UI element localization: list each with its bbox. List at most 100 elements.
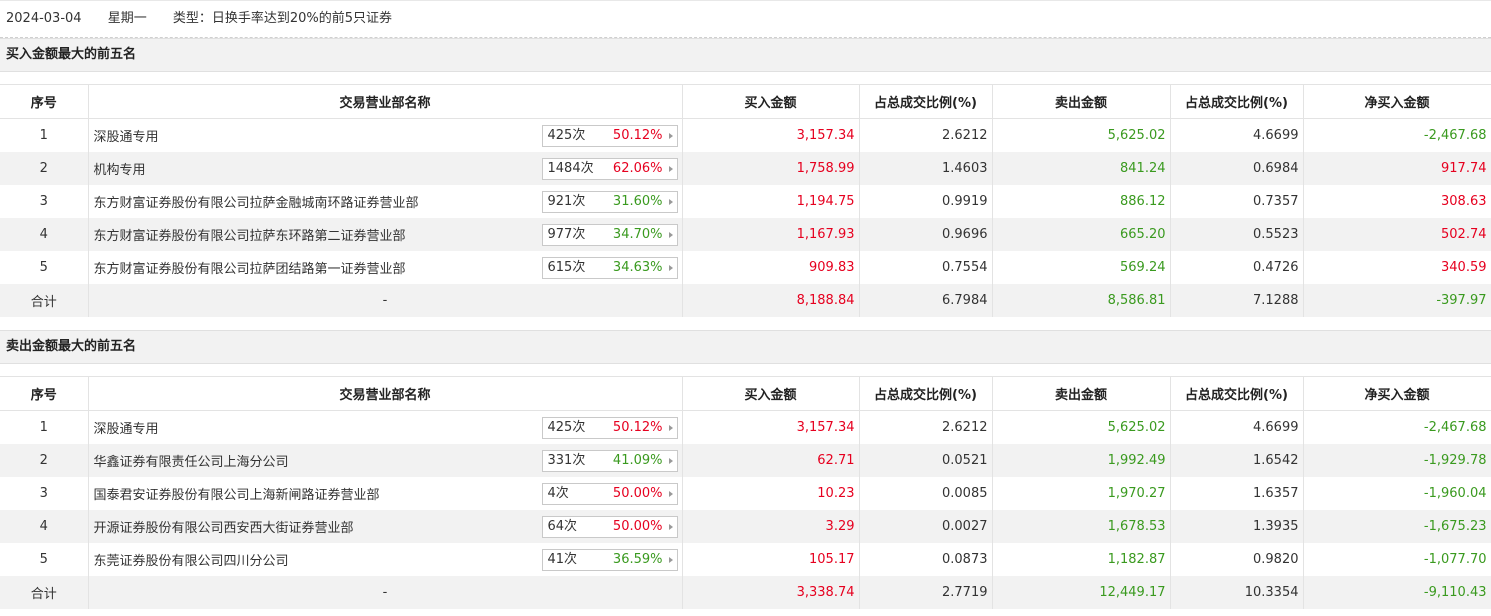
- filter-bar: 2024-03-04 星期一 类型：日换手率达到20%的前5只证券: [0, 0, 1491, 38]
- department-name-link[interactable]: 东方财富证券股份有限公司拉萨团结路第一证券营业部: [93, 261, 406, 277]
- department-cell: 机构专用 1484次 62.06%: [88, 151, 683, 185]
- buy-amount: 1,758.99: [682, 151, 860, 185]
- sell-ratio: 0.7357: [1170, 184, 1304, 218]
- buy-ratio: 2.6212: [859, 410, 993, 444]
- net-buy-amount: 340.59: [1303, 250, 1491, 284]
- sell-amount: 665.20: [992, 217, 1171, 251]
- department-name-link[interactable]: 机构专用: [93, 162, 146, 178]
- row-index: 1: [0, 118, 89, 152]
- listing-stats-badge[interactable]: 615次 34.63%: [541, 256, 678, 279]
- listing-stats-badge[interactable]: 425次 50.12%: [541, 417, 678, 439]
- department-name-link[interactable]: 华鑫证券有限责任公司上海分公司: [93, 454, 289, 470]
- buy-amount: 1,167.93: [682, 217, 860, 251]
- listing-rise-rate: 50.00%: [612, 485, 663, 501]
- sell-top5-table: 序号 交易营业部名称 买入金额 占总成交比例(%) 卖出金额 占总成交比例(%) 净买入金额…: [0, 376, 1491, 609]
- department-cell: 深股通专用 425次 50.12%: [88, 118, 683, 152]
- net-buy-amount: -1,675.23: [1303, 509, 1491, 543]
- column-header: 买入金额: [682, 84, 860, 119]
- listing-stats-badge[interactable]: 425次 50.12%: [541, 125, 678, 147]
- buy-amount: 909.83: [682, 250, 860, 284]
- department-cell: 深股通专用 425次 50.12%: [88, 410, 683, 444]
- buy-ratio: 0.9919: [859, 184, 993, 218]
- listing-count: 977次: [547, 226, 586, 242]
- listing-count: 331次: [547, 452, 586, 468]
- column-header: 占总成交比例(%): [859, 376, 993, 411]
- table-header-row: 序号 交易营业部名称 买入金额 占总成交比例(%) 卖出金额 占总成交比例(%) 净买入金额: [0, 376, 1491, 411]
- listing-count: 41次: [547, 551, 578, 567]
- buy-amount: 3,157.34: [682, 118, 860, 152]
- table-row: 5 东莞证券股份有限公司四川分公司 41次 36.59% 105.17 0.0873 1,1…: [0, 542, 1491, 576]
- department-cell: 华鑫证券有限责任公司上海分公司 331次 41.09%: [88, 443, 683, 477]
- column-header: 交易营业部名称: [88, 84, 683, 119]
- sell-amount: 841.24: [992, 151, 1171, 185]
- sell-amount: 1,678.53: [992, 509, 1171, 543]
- department-cell: 国泰君安证券股份有限公司上海新闸路证券营业部 4次 50.00%: [88, 476, 683, 510]
- listing-count: 425次: [547, 128, 586, 143]
- sell-amount: 886.12: [992, 184, 1171, 218]
- sell-ratio: 1.3935: [1170, 509, 1304, 543]
- total-sell-ratio: 7.1288: [1170, 283, 1304, 317]
- total-net-buy-amount: -397.97: [1303, 283, 1491, 317]
- listing-stats-badge[interactable]: 921次 31.60%: [541, 190, 678, 213]
- department-name-link[interactable]: 深股通专用: [93, 421, 159, 437]
- table-row: 4 开源证券股份有限公司西安西大街证券营业部 64次 50.00% 3.29 0.0027…: [0, 509, 1491, 543]
- buy-ratio: 0.7554: [859, 250, 993, 284]
- listing-stats-badge[interactable]: 41次 36.59%: [541, 548, 678, 571]
- caret-right-icon: [668, 133, 673, 139]
- sell-ratio: 0.6984: [1170, 151, 1304, 185]
- caret-right-icon: [668, 523, 673, 530]
- sell-ratio: 1.6357: [1170, 476, 1304, 510]
- listing-count: 1484次: [547, 160, 594, 176]
- sell-amount: 1,992.49: [992, 443, 1171, 477]
- buy-top5-table: 序号 交易营业部名称 买入金额 占总成交比例(%) 卖出金额 占总成交比例(%) 净买入金额…: [0, 84, 1491, 317]
- department-cell: 东方财富证券股份有限公司拉萨金融城南环路证券营业部 921次 31.60%: [88, 184, 683, 218]
- buy-section-title: 买入金额最大的前五名: [0, 38, 1491, 72]
- listing-rise-rate: 31.60%: [612, 193, 663, 209]
- listing-stats-badge[interactable]: 4次 50.00%: [541, 482, 678, 505]
- table-row: 1 深股通专用 425次 50.12% 3,157.34 2.6212 5,625.02 4.…: [0, 410, 1491, 444]
- department-name-link[interactable]: 开源证券股份有限公司西安西大街证券营业部: [93, 520, 354, 536]
- sell-ratio: 4.6699: [1170, 410, 1304, 444]
- table-header-row: 序号 交易营业部名称 买入金额 占总成交比例(%) 卖出金额 占总成交比例(%) 净买入金额: [0, 84, 1491, 119]
- sell-ratio: 4.6699: [1170, 118, 1304, 152]
- listing-stats-badge[interactable]: 331次 41.09%: [541, 449, 678, 472]
- department-name-link[interactable]: 东莞证券股份有限公司四川分公司: [93, 553, 289, 569]
- listing-stats-badge[interactable]: 1484次 62.06%: [541, 157, 678, 180]
- listing-stats-badge[interactable]: 977次 34.70%: [541, 223, 678, 246]
- column-header: 序号: [0, 84, 89, 119]
- total-label: 合计: [0, 575, 89, 609]
- caret-right-icon: [668, 231, 673, 238]
- sell-ratio: 0.5523: [1170, 217, 1304, 251]
- buy-ratio: 0.0027: [859, 509, 993, 543]
- department-name-link[interactable]: 东方财富证券股份有限公司拉萨金融城南环路证券营业部: [93, 195, 419, 211]
- date-label: 2024-03-04: [6, 11, 82, 26]
- table-row: 2 华鑫证券有限责任公司上海分公司 331次 41.09% 62.71 0.0521 1,9…: [0, 443, 1491, 477]
- total-buy-amount: 8,188.84: [682, 283, 860, 317]
- sell-amount: 1,182.87: [992, 542, 1171, 576]
- listing-stats-badge[interactable]: 64次 50.00%: [541, 515, 678, 538]
- buy-ratio: 1.4603: [859, 151, 993, 185]
- listing-count: 921次: [547, 193, 586, 209]
- net-buy-amount: 308.63: [1303, 184, 1491, 218]
- sell-ratio: 0.4726: [1170, 250, 1304, 284]
- row-index: 4: [0, 509, 89, 543]
- department-name-link[interactable]: 东方财富证券股份有限公司拉萨东环路第二证券营业部: [93, 228, 406, 244]
- net-buy-amount: -2,467.68: [1303, 118, 1491, 152]
- caret-right-icon: [668, 198, 673, 205]
- caret-right-icon: [668, 165, 673, 172]
- net-buy-amount: -1,929.78: [1303, 443, 1491, 477]
- caret-right-icon: [668, 264, 673, 271]
- total-buy-amount: 3,338.74: [682, 575, 860, 609]
- sell-ratio: 1.6542: [1170, 443, 1304, 477]
- net-buy-amount: 502.74: [1303, 217, 1491, 251]
- department-name-link[interactable]: 国泰君安证券股份有限公司上海新闸路证券营业部: [93, 487, 380, 503]
- department-cell: 东莞证券股份有限公司四川分公司 41次 36.59%: [88, 542, 683, 576]
- row-index: 1: [0, 410, 89, 444]
- column-header: 卖出金额: [992, 376, 1171, 411]
- buy-ratio: 0.0521: [859, 443, 993, 477]
- total-name-placeholder: -: [88, 575, 683, 609]
- department-name-link[interactable]: 深股通专用: [93, 129, 159, 145]
- sell-amount: 569.24: [992, 250, 1171, 284]
- listing-rise-rate: 50.12%: [612, 128, 663, 143]
- net-buy-amount: -1,077.70: [1303, 542, 1491, 576]
